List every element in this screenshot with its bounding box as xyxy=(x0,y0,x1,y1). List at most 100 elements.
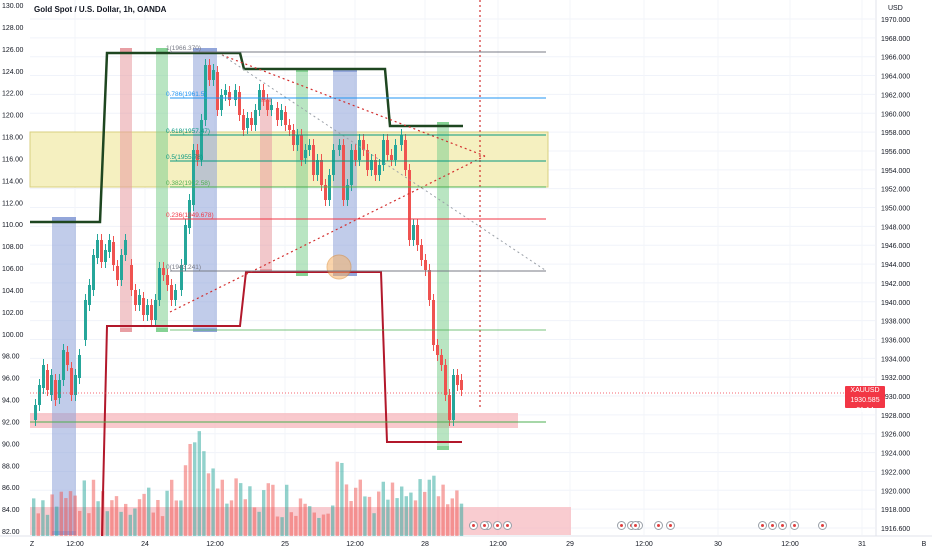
left-price-axis[interactable]: 130.00 128.00 126.00 124.00 122.00 120.00 118.… xyxy=(2,3,24,536)
time-axis-label: 12:00 xyxy=(66,541,84,548)
fib-level-label: 1(1966.370) xyxy=(166,45,201,52)
volume-bar xyxy=(50,494,54,536)
event-badge[interactable] xyxy=(493,521,502,530)
last-price-tag: XAUUSD 1930.585 21:14 xyxy=(845,386,885,414)
candle-body xyxy=(212,70,215,80)
volume-bar xyxy=(331,505,335,536)
right-axis-tick: 1954.000 xyxy=(881,168,910,175)
time-axis[interactable]: Z 12:00 24 12:00 25 12:00 28 12:00 29 12:00 30 12:0… xyxy=(30,541,927,548)
left-axis-tick: 94.00 xyxy=(2,398,20,405)
candle-body xyxy=(316,160,319,175)
candle-body xyxy=(62,350,65,380)
volume-bar xyxy=(386,499,390,536)
left-axis-tick: 84.00 xyxy=(2,507,20,514)
left-axis-tick: 86.00 xyxy=(2,485,20,492)
volume-bar xyxy=(335,461,339,536)
candle-body xyxy=(42,365,45,388)
candlesticks xyxy=(34,59,463,426)
volume-bar xyxy=(395,498,399,536)
volume-bar xyxy=(326,513,330,536)
volume-bar xyxy=(243,499,247,536)
volume-bar xyxy=(202,451,206,536)
volume-bar xyxy=(358,479,362,536)
volume-bar xyxy=(432,475,436,536)
left-axis-tick: 92.00 xyxy=(2,419,20,426)
volume-bar xyxy=(400,486,404,536)
event-badge[interactable] xyxy=(654,521,663,530)
volume-bar xyxy=(82,480,86,536)
candle-body xyxy=(280,110,283,120)
right-axis-tick: 1956.000 xyxy=(881,149,910,156)
event-badge[interactable] xyxy=(778,521,787,530)
left-axis-tick: 96.00 xyxy=(2,376,20,383)
volume-bar xyxy=(137,499,142,536)
volume-bar xyxy=(239,483,243,536)
candle-body xyxy=(378,165,381,175)
event-badge[interactable] xyxy=(631,521,640,530)
right-price-axis[interactable]: 1970.000 1968.000 1966.000 1964.000 1962.000… xyxy=(881,17,910,533)
volume-bar xyxy=(229,500,234,536)
highlight-column-cap xyxy=(120,48,132,52)
candle-body xyxy=(200,120,203,160)
candle-body xyxy=(258,90,261,110)
volume-bar xyxy=(418,479,422,536)
right-axis-tick: 1964.000 xyxy=(881,74,910,81)
candle-body xyxy=(394,145,397,160)
right-axis-tick: 1932.000 xyxy=(881,375,910,382)
candle-body xyxy=(332,150,335,175)
candle-body xyxy=(448,395,451,420)
candle-body xyxy=(456,375,459,385)
event-badge[interactable] xyxy=(617,521,626,530)
event-badge[interactable] xyxy=(666,521,675,530)
candle-body xyxy=(440,355,443,365)
fib-level-label: 0.236(1949.678) xyxy=(166,212,214,219)
candle-body xyxy=(276,108,279,120)
candle-body xyxy=(404,140,407,170)
volume-bar xyxy=(413,500,418,536)
highlight-circle xyxy=(326,254,352,280)
candle-body xyxy=(108,240,111,252)
event-badge[interactable] xyxy=(790,521,799,530)
highlight-column-cap xyxy=(193,48,217,52)
candle-body xyxy=(34,405,37,420)
price-tag-symbol: XAUUSD xyxy=(850,387,880,394)
candle-body xyxy=(54,380,57,400)
time-axis-label: 12:00 xyxy=(489,541,507,548)
chart-grid xyxy=(0,0,932,537)
event-badge[interactable] xyxy=(503,521,512,530)
fib-level-label: 0.786(1961.5) xyxy=(166,91,206,98)
left-axis-tick: 88.00 xyxy=(2,463,20,470)
volume-bar xyxy=(59,491,63,536)
candle-body xyxy=(238,92,241,115)
volume-bar xyxy=(73,495,77,536)
candle-body xyxy=(320,160,323,185)
candle-body xyxy=(124,240,127,255)
candle-body xyxy=(196,150,199,160)
highlight-column xyxy=(260,98,272,273)
supply-zone xyxy=(29,131,549,188)
candle-body xyxy=(424,260,427,270)
left-axis-tick: 114.00 xyxy=(2,178,23,185)
event-badge[interactable] xyxy=(480,521,489,530)
volume-bar xyxy=(294,515,298,536)
event-badge[interactable] xyxy=(758,521,767,530)
candle-body xyxy=(366,150,369,170)
volume-bar xyxy=(119,511,123,536)
candle-body xyxy=(96,240,99,258)
candle-body xyxy=(436,345,439,355)
volume-bar xyxy=(174,500,178,536)
volume-bar xyxy=(354,487,358,536)
volume-bar xyxy=(133,508,137,536)
right-axis-tick: 1958.000 xyxy=(881,130,910,137)
fibonacci-retracement[interactable]: 1(1966.370) 0.786(1961.5) 0.618(1957.47) 0.… xyxy=(166,45,546,272)
candle-body xyxy=(224,90,227,95)
left-axis-tick: 130.00 xyxy=(2,3,24,10)
candle-body xyxy=(444,365,447,395)
event-badge[interactable] xyxy=(818,521,827,530)
event-badge[interactable] xyxy=(768,521,777,530)
time-axis-label: B xyxy=(922,541,927,548)
candle-body xyxy=(428,270,431,300)
event-badge[interactable] xyxy=(469,521,478,530)
volume-bar xyxy=(409,492,413,536)
